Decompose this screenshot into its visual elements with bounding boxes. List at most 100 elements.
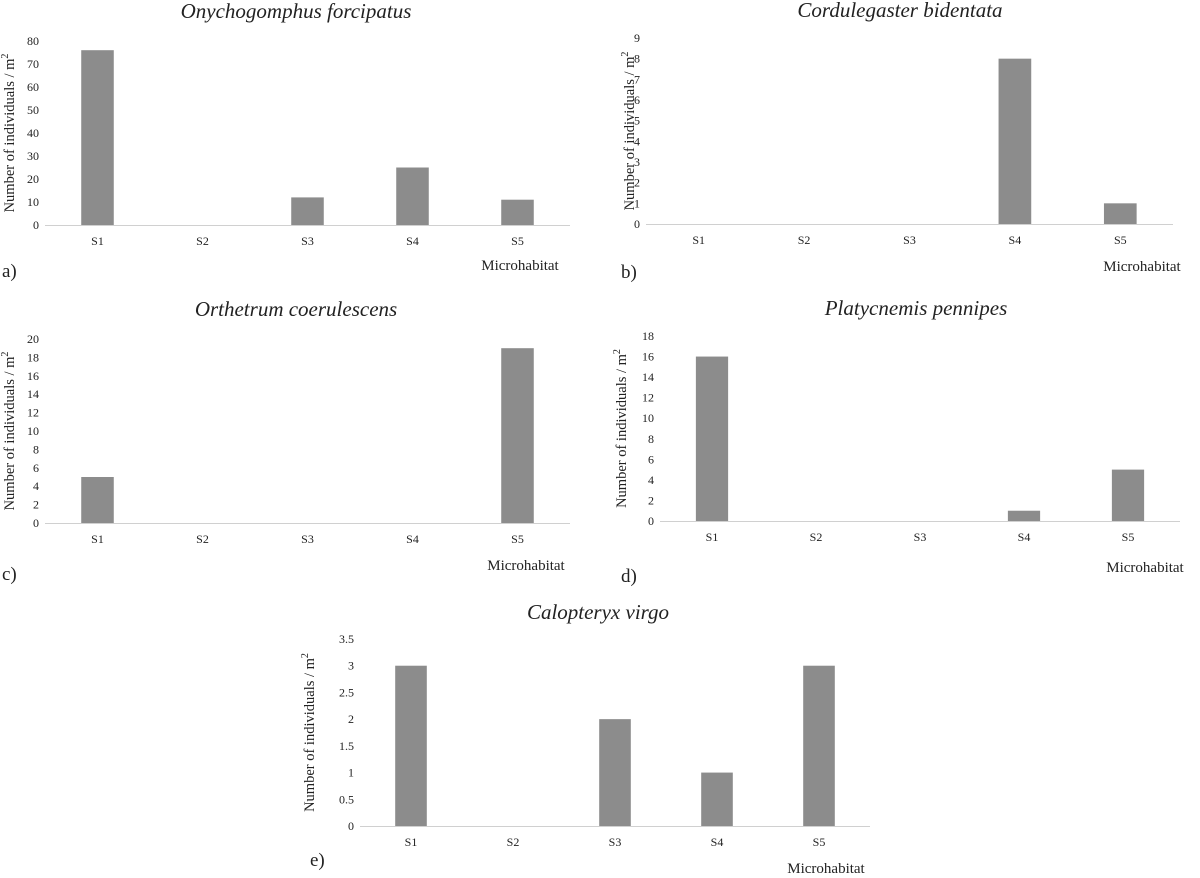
x-tick-label: S4: [1018, 530, 1031, 544]
y-axis-label-superscript: 2: [0, 54, 11, 59]
y-tick-label: 70: [27, 57, 39, 71]
panel-label: d): [621, 566, 637, 587]
y-tick-label: 20: [27, 172, 39, 186]
x-axis-label: Microhabitat: [487, 558, 565, 574]
bar-s5: [803, 665, 835, 826]
x-axis-label: Microhabitat: [1103, 259, 1181, 275]
y-tick-label: 50: [27, 103, 39, 117]
x-tick-label: S5: [1114, 233, 1127, 247]
chart-panel-4: Platycnemis pennipes Number of individual…: [612, 296, 1185, 587]
x-tick-label: S3: [301, 532, 314, 546]
y-tick-label: 6: [648, 452, 654, 466]
y-tick-label: 10: [27, 195, 39, 209]
panel-label: c): [2, 564, 17, 585]
chart-panel-1: Onychogomphus forcipatus Number of indivi…: [0, 0, 570, 282]
x-axis-label: Microhabitat: [1106, 560, 1184, 576]
y-tick-label: 10: [27, 424, 39, 438]
x-tick-label: S3: [903, 233, 916, 247]
y-axis-label-text: Number of individuals / m: [302, 657, 318, 812]
y-axis-label: Number of individuals / m2: [0, 54, 18, 213]
y-tick-label: 8: [33, 442, 39, 456]
y-tick-label: 12: [27, 406, 39, 420]
chart-title: Orthetrum coerulescens: [195, 297, 397, 321]
y-tick-label: 16: [642, 350, 654, 364]
y-tick-label: 2: [33, 498, 39, 512]
bar-s1: [81, 477, 114, 523]
y-tick-label: 8: [648, 432, 654, 446]
bar-s1: [395, 665, 427, 826]
chart-title: Platycnemis pennipes: [824, 296, 1008, 320]
x-tick-label: S2: [196, 234, 209, 248]
y-tick-label: 60: [27, 80, 39, 94]
bar-s4: [1007, 510, 1041, 521]
y-tick-label: 10: [642, 411, 654, 425]
bar-s5: [501, 199, 534, 225]
y-axis-label-superscript: 2: [612, 349, 623, 354]
y-tick-label: 1.5: [339, 739, 354, 753]
y-axis-label: Number of individuals / m2: [620, 52, 638, 211]
bar-s5: [501, 348, 534, 523]
y-axis-label-superscript: 2: [620, 52, 631, 57]
y-tick-label: 0: [348, 819, 354, 833]
y-tick-label: 0.5: [339, 792, 354, 806]
bar-s4: [396, 167, 429, 225]
y-tick-label: 18: [642, 329, 654, 343]
x-tick-label: S1: [405, 835, 418, 849]
y-tick-label: 12: [642, 391, 654, 405]
bar-s1: [695, 356, 729, 521]
x-tick-label: S5: [511, 234, 524, 248]
bar-s3: [291, 197, 324, 225]
y-axis-label-text: Number of individuals / m: [2, 356, 18, 511]
y-tick-label: 8: [634, 52, 640, 66]
x-tick-label: S5: [813, 835, 826, 849]
y-tick-label: 6: [634, 93, 640, 107]
x-tick-label: S5: [1122, 530, 1135, 544]
y-axis-label-superscript: 2: [300, 653, 311, 658]
bar-s5: [1111, 469, 1145, 521]
chart-title: Onychogomphus forcipatus: [181, 0, 412, 23]
x-tick-label: S4: [406, 234, 419, 248]
y-tick-label: 30: [27, 149, 39, 163]
y-tick-label: 20: [27, 332, 39, 346]
bar-s3: [599, 719, 631, 826]
y-tick-label: 16: [27, 369, 39, 383]
y-tick-label: 80: [27, 34, 39, 48]
panel-label: a): [2, 261, 17, 282]
y-tick-label: 14: [642, 370, 654, 384]
y-tick-label: 0: [33, 218, 39, 232]
y-tick-label: 7: [634, 72, 640, 86]
x-tick-label: S2: [507, 835, 520, 849]
y-axis-label-text: Number of individuals / m: [2, 58, 18, 213]
y-tick-label: 3: [634, 155, 640, 169]
y-tick-label: 3: [348, 659, 354, 673]
y-tick-label: 4: [648, 473, 654, 487]
y-axis-label: Number of individuals / m2: [612, 349, 630, 508]
x-tick-label: S2: [798, 233, 811, 247]
x-tick-label: S1: [91, 234, 104, 248]
x-tick-label: S1: [692, 233, 705, 247]
x-axis-label: Microhabitat: [787, 861, 865, 877]
y-axis-label: Number of individuals / m2: [300, 653, 318, 812]
bar-s4: [998, 58, 1032, 224]
y-tick-label: 4: [33, 479, 39, 493]
y-tick-label: 0: [648, 514, 654, 528]
y-tick-label: 40: [27, 126, 39, 140]
y-axis-label: Number of individuals / m2: [0, 352, 18, 511]
panel-label: e): [310, 850, 325, 871]
bar-s5: [1103, 203, 1137, 224]
x-tick-label: S1: [91, 532, 104, 546]
y-tick-label: 1: [348, 766, 354, 780]
y-tick-label: 18: [27, 350, 39, 364]
chart-panel-3: Orthetrum coerulescens Number of individu…: [0, 297, 570, 585]
y-tick-label: 5: [634, 114, 640, 128]
y-tick-label: 2.5: [339, 685, 354, 699]
y-axis-label-text: Number of individuals / m: [622, 56, 638, 211]
chart-panel-2: Cordulegaster bidentata Number of individ…: [620, 0, 1182, 283]
x-tick-label: S4: [406, 532, 419, 546]
y-tick-label: 2: [634, 176, 640, 190]
x-tick-label: S3: [609, 835, 622, 849]
y-tick-label: 4: [634, 134, 640, 148]
y-tick-label: 3.5: [339, 632, 354, 646]
bar-s1: [81, 50, 114, 226]
